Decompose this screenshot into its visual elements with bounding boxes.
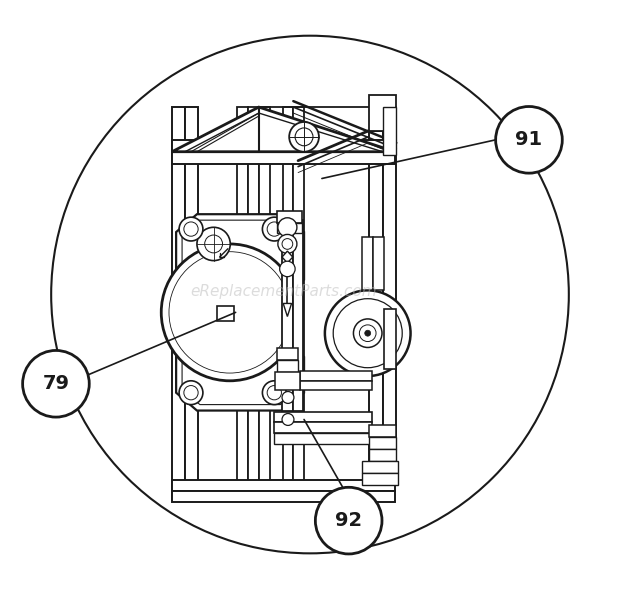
Circle shape xyxy=(280,261,295,277)
Bar xyxy=(370,95,396,131)
Circle shape xyxy=(262,381,286,405)
Bar xyxy=(383,131,396,464)
Circle shape xyxy=(262,217,286,241)
Circle shape xyxy=(179,217,203,241)
Circle shape xyxy=(295,128,313,146)
Bar xyxy=(293,107,304,500)
Bar xyxy=(274,412,373,422)
Bar xyxy=(362,461,398,473)
Bar xyxy=(172,152,395,164)
Bar xyxy=(282,220,293,411)
Circle shape xyxy=(184,386,198,400)
Bar xyxy=(274,422,373,433)
Bar xyxy=(172,107,185,500)
Circle shape xyxy=(197,227,230,261)
Text: 92: 92 xyxy=(335,511,362,530)
Text: eReplacementParts.com: eReplacementParts.com xyxy=(190,284,376,299)
Circle shape xyxy=(179,381,203,405)
Bar xyxy=(172,480,395,491)
Bar xyxy=(185,107,198,500)
Bar xyxy=(384,309,396,369)
Bar xyxy=(216,306,234,321)
Bar xyxy=(301,381,372,390)
Circle shape xyxy=(353,319,382,347)
Circle shape xyxy=(51,36,569,553)
Bar xyxy=(383,107,396,155)
Bar xyxy=(301,371,372,381)
Bar xyxy=(275,372,301,390)
Circle shape xyxy=(282,239,293,249)
Circle shape xyxy=(325,290,410,376)
Bar xyxy=(277,360,298,372)
Bar xyxy=(277,223,303,233)
Text: 91: 91 xyxy=(515,130,542,149)
Circle shape xyxy=(205,235,223,253)
Circle shape xyxy=(365,330,371,336)
Circle shape xyxy=(267,386,281,400)
Bar xyxy=(172,140,395,152)
Circle shape xyxy=(316,487,382,554)
Polygon shape xyxy=(176,214,304,411)
Bar xyxy=(248,107,259,500)
Circle shape xyxy=(282,414,294,425)
Bar xyxy=(274,433,373,444)
Bar xyxy=(362,237,373,290)
Bar xyxy=(373,237,384,290)
Circle shape xyxy=(161,244,298,381)
Bar xyxy=(370,425,396,437)
Circle shape xyxy=(184,222,198,236)
Polygon shape xyxy=(282,251,293,263)
Circle shape xyxy=(495,107,562,173)
Circle shape xyxy=(360,325,376,342)
Circle shape xyxy=(282,392,294,403)
Bar xyxy=(259,107,270,500)
Polygon shape xyxy=(283,303,291,317)
Bar xyxy=(172,491,395,502)
Bar xyxy=(370,131,383,464)
Bar xyxy=(370,449,396,461)
Text: 79: 79 xyxy=(42,374,69,393)
Bar xyxy=(293,220,303,411)
Bar xyxy=(277,348,298,360)
Circle shape xyxy=(22,350,89,417)
Bar xyxy=(283,107,293,500)
Polygon shape xyxy=(172,107,395,152)
Bar xyxy=(370,437,396,449)
Circle shape xyxy=(278,234,297,253)
Circle shape xyxy=(267,222,281,236)
Bar xyxy=(277,211,303,223)
Circle shape xyxy=(289,122,319,152)
Circle shape xyxy=(278,218,297,237)
Bar xyxy=(362,473,398,485)
Bar xyxy=(237,107,248,500)
